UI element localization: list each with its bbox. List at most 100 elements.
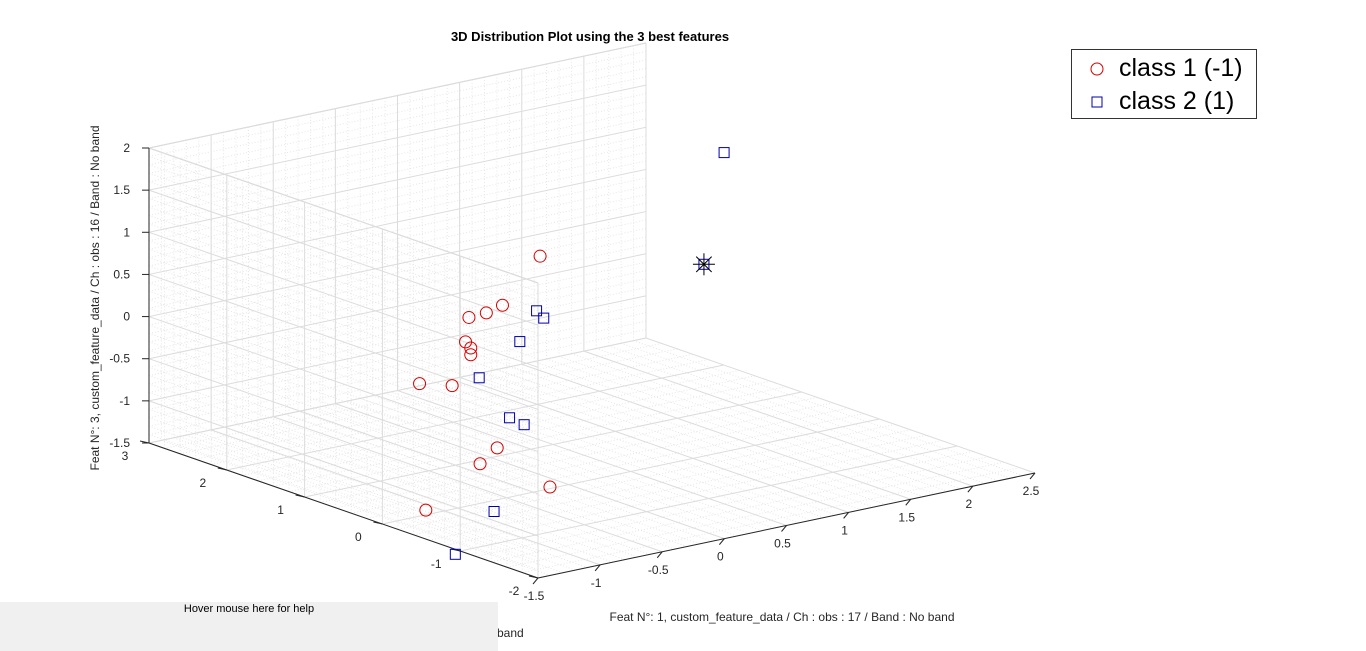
floor-minor-gridline: [248, 421, 638, 558]
y-tick-mark: [217, 467, 227, 471]
selected-point-marker: [692, 253, 715, 276]
wall-gridline: [148, 253, 647, 360]
x-tick-label: 2: [966, 497, 973, 511]
help-panel[interactable]: Hover mouse here for help: [0, 602, 498, 651]
x-tick-mark: [905, 498, 912, 506]
z-tick-label: 2: [123, 141, 130, 155]
class-1-point: [413, 377, 427, 391]
x-tick-label: 0: [717, 550, 724, 564]
floor-minor-gridline: [484, 371, 874, 508]
wall-minor-gridline: [148, 261, 647, 368]
floor-minor-gridline: [285, 413, 675, 550]
class-2-point: [718, 147, 730, 159]
class-1-point: [533, 249, 547, 263]
floor-minor-gridline: [242, 369, 740, 476]
wall-minor-gridline: [148, 265, 539, 402]
class-1-point: [495, 298, 509, 312]
wall-gridline: [148, 42, 647, 149]
wall-minor-gridline: [148, 408, 539, 545]
y-tick-label: 2: [199, 476, 206, 490]
wall-minor-gridline: [148, 248, 539, 385]
floor-minor-gridline: [491, 456, 989, 563]
floor-minor-gridline: [413, 429, 911, 536]
floor-minor-gridline: [397, 423, 896, 530]
x-tick-label: -1: [591, 576, 602, 590]
wall-minor-gridline: [148, 270, 647, 377]
wall-gridline: [148, 231, 539, 368]
wall-minor-gridline: [148, 135, 647, 242]
floor-minor-gridline: [310, 408, 700, 545]
wall-gridline: [148, 358, 539, 495]
floor-minor-gridline: [428, 434, 927, 541]
floor-minor-gridline: [546, 358, 936, 495]
wall-minor-gridline: [148, 244, 647, 351]
wall-minor-gridline: [148, 312, 647, 419]
y-axis-line: [148, 442, 539, 579]
class-1-point: [419, 503, 433, 517]
floor-minor-gridline: [366, 413, 864, 520]
floor-gridline: [210, 429, 601, 566]
floor-minor-gridline: [322, 405, 713, 542]
wall-minor-gridline: [148, 434, 539, 571]
floor-minor-gridline: [347, 400, 737, 537]
floor-minor-gridline: [422, 384, 812, 521]
wall-minor-gridline: [148, 223, 539, 360]
wall-gridline: [148, 189, 539, 326]
z-tick-label: -0.5: [109, 352, 130, 366]
data-points: [413, 147, 730, 560]
wall-minor-gridline: [148, 181, 539, 318]
wall-minor-gridline: [148, 278, 647, 385]
floor-minor-gridline: [434, 382, 824, 519]
floor-gridline: [645, 337, 1036, 474]
y-axis-label: band: [497, 626, 524, 640]
y-tick-label: 3: [122, 449, 129, 463]
y-tick-label: 0: [355, 530, 362, 544]
floor-minor-gridline: [351, 407, 849, 514]
floor-minor-gridline: [571, 353, 961, 490]
marker-stroke: [695, 256, 712, 273]
floor-minor-gridline: [186, 434, 576, 571]
floor-minor-gridline: [335, 402, 833, 509]
wall-minor-gridline: [148, 76, 647, 183]
z-tick-label: 1: [123, 225, 130, 239]
class-1-point: [464, 341, 478, 355]
x-tick-label: 1.5: [898, 510, 915, 524]
wall-minor-gridline: [148, 366, 539, 503]
x-tick-mark: [718, 538, 725, 545]
z-axis-label: Feat N°: 3, custom_feature_data / Ch : o…: [88, 126, 102, 471]
wall-minor-gridline: [148, 155, 539, 292]
floor-minor-gridline: [180, 348, 678, 455]
square-marker-icon: [1091, 96, 1103, 108]
wall-minor-gridline: [148, 118, 647, 225]
wall-minor-gridline: [148, 93, 647, 200]
wall-gridline: [148, 147, 539, 284]
floor-minor-gridline: [273, 380, 771, 487]
x-tick-mark: [781, 525, 787, 532]
floor-minor-gridline: [297, 411, 688, 547]
x-tick-label: 0.5: [774, 537, 791, 551]
grid-lines: [148, 42, 1036, 579]
wall-gridline: [148, 126, 647, 233]
wall-minor-gridline: [148, 307, 539, 444]
class-1-point: [445, 379, 459, 393]
legend: class 1 (-1) class 2 (1): [1071, 49, 1257, 119]
wall-minor-gridline: [148, 67, 647, 174]
wall-minor-gridline: [148, 349, 539, 486]
wall-minor-gridline: [148, 425, 539, 562]
z-tick-label: 0: [123, 310, 130, 324]
x-tick-mark: [532, 577, 539, 585]
wall-minor-gridline: [148, 50, 647, 157]
wall-minor-gridline: [148, 177, 647, 284]
wall-minor-gridline: [148, 194, 647, 301]
axis-lines: [139, 147, 1036, 585]
floor-minor-gridline: [211, 359, 709, 466]
wall-gridline: [148, 273, 539, 410]
wall-minor-gridline: [148, 152, 647, 259]
x-tick-label: -1.5: [524, 589, 545, 603]
class-1-point: [462, 310, 476, 324]
floor-minor-gridline: [509, 366, 899, 503]
floor-minor-gridline: [444, 440, 942, 547]
class-1-point: [473, 457, 487, 471]
wall-minor-gridline: [148, 282, 539, 419]
